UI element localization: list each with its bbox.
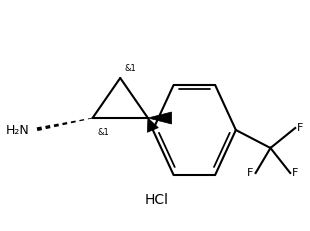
Text: &1: &1	[124, 64, 136, 73]
Polygon shape	[147, 118, 158, 132]
Polygon shape	[148, 112, 172, 124]
Text: HCl: HCl	[145, 193, 169, 207]
Text: F: F	[247, 168, 254, 178]
Text: H₂N: H₂N	[6, 124, 29, 137]
Text: F: F	[297, 123, 303, 133]
Text: &1: &1	[98, 128, 109, 137]
Text: F: F	[292, 168, 299, 178]
